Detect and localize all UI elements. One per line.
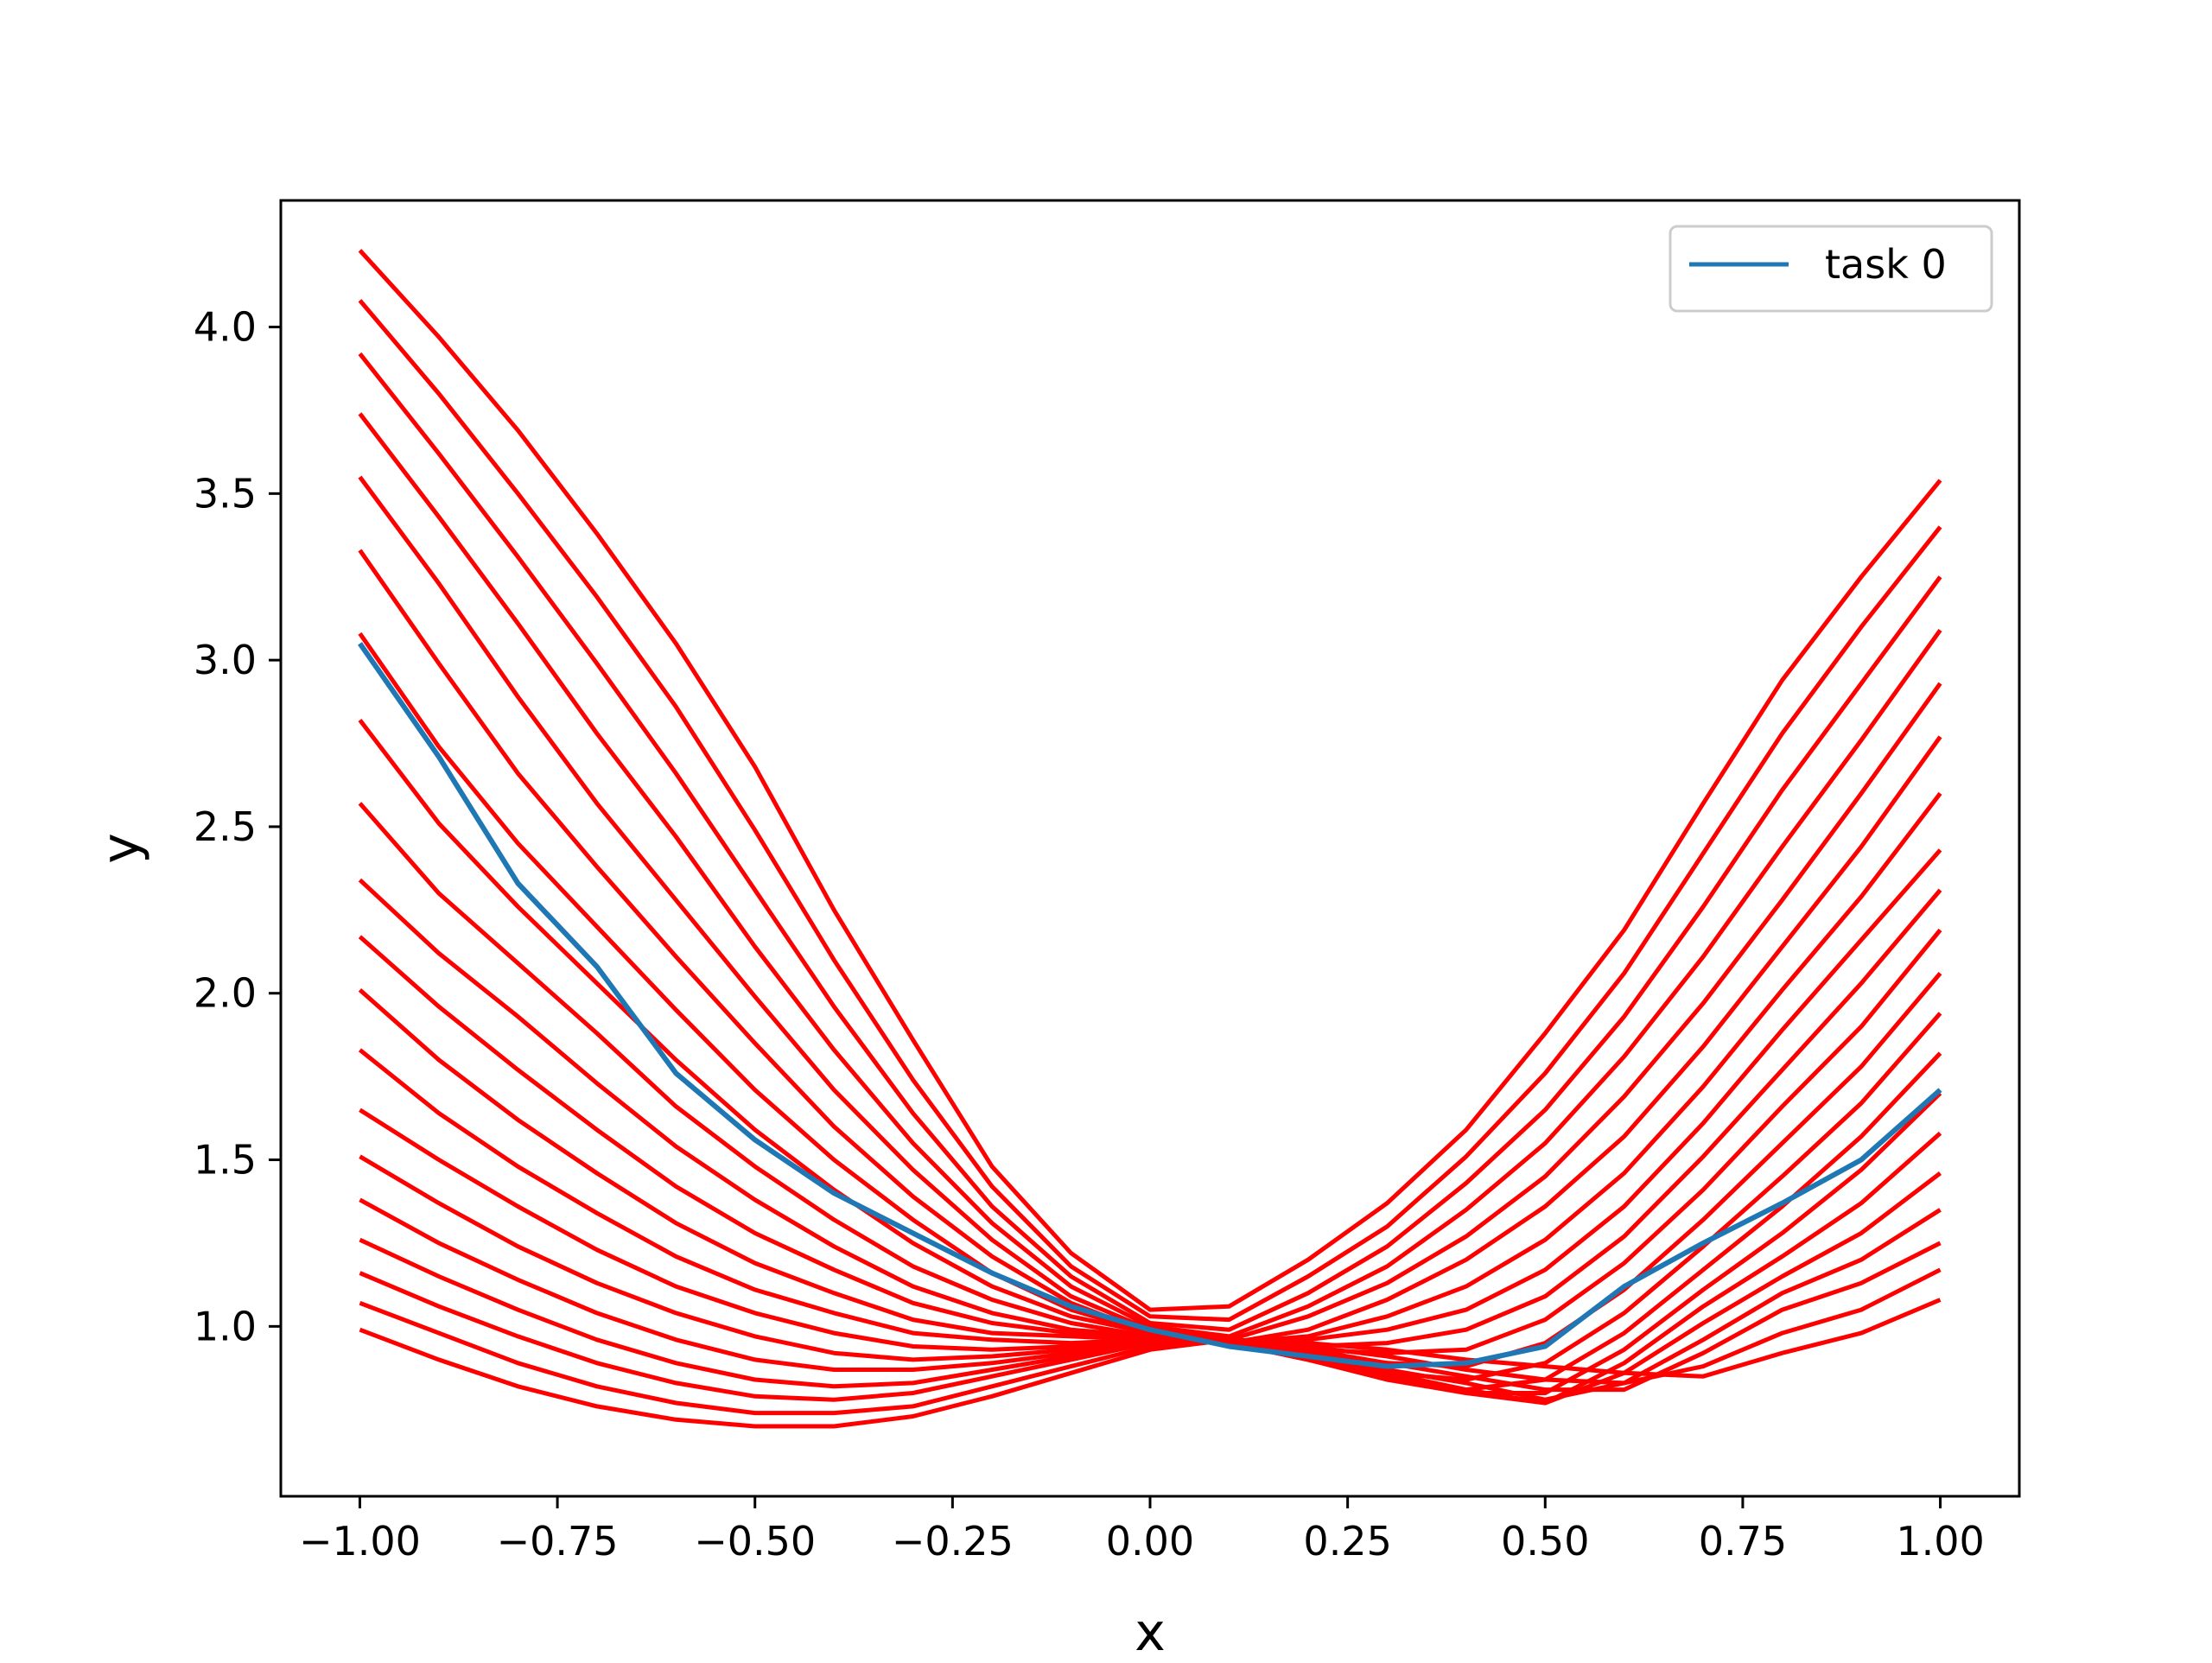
y-tick-label: 1.5 bbox=[194, 1137, 257, 1184]
x-axis: −1.00 −0.75 −0.50 −0.25 0.00 0.25 0.50 0.75 1.00 bbox=[299, 1496, 1985, 1565]
y-tick-label: 3.0 bbox=[194, 637, 257, 683]
x-tick-label: −1.00 bbox=[299, 1518, 421, 1565]
x-tick-label: 0.25 bbox=[1303, 1518, 1391, 1565]
y-tick-label: 2.5 bbox=[194, 803, 257, 850]
x-tick-label: 1.00 bbox=[1896, 1518, 1984, 1565]
x-tick-label: −0.50 bbox=[694, 1518, 816, 1565]
y-axis: 1.0 1.5 2.0 2.5 3.0 3.5 4.0 bbox=[194, 304, 281, 1349]
series-line-task-0 bbox=[358, 642, 1942, 1369]
series-line-task-15 bbox=[358, 549, 1942, 1346]
x-tick-label: 0.75 bbox=[1699, 1518, 1787, 1565]
series-line-task-20 bbox=[358, 249, 1942, 1312]
x-tick-label: −0.75 bbox=[497, 1518, 619, 1565]
series-line-task-2 bbox=[359, 1267, 1942, 1416]
series-line-task-9 bbox=[358, 988, 1942, 1382]
legend: task 0 bbox=[1669, 225, 1993, 313]
y-tick-label: 3.5 bbox=[194, 470, 257, 517]
y-axis-label: y bbox=[91, 833, 151, 864]
x-tick-label: −0.25 bbox=[892, 1518, 1014, 1565]
series-line-task-17 bbox=[358, 412, 1942, 1339]
series-layer bbox=[358, 249, 1942, 1429]
legend-box bbox=[1669, 225, 1993, 313]
x-tick-label: 0.00 bbox=[1106, 1518, 1194, 1565]
y-tick-label: 4.0 bbox=[194, 304, 257, 351]
x-axis-label: x bbox=[1135, 1603, 1166, 1659]
series-line-task-1 bbox=[359, 1298, 1942, 1429]
y-tick-label: 2.0 bbox=[194, 970, 257, 1017]
series-line-task-12 bbox=[358, 802, 1942, 1349]
y-tick-label: 1.0 bbox=[194, 1303, 257, 1349]
series-line-task-4 bbox=[359, 1208, 1942, 1402]
x-tick-label: 0.50 bbox=[1501, 1518, 1589, 1565]
series-line-task-19 bbox=[358, 299, 1942, 1323]
legend-label-task-0: task 0 bbox=[1825, 241, 1947, 288]
series-line-task-18 bbox=[358, 352, 1942, 1332]
